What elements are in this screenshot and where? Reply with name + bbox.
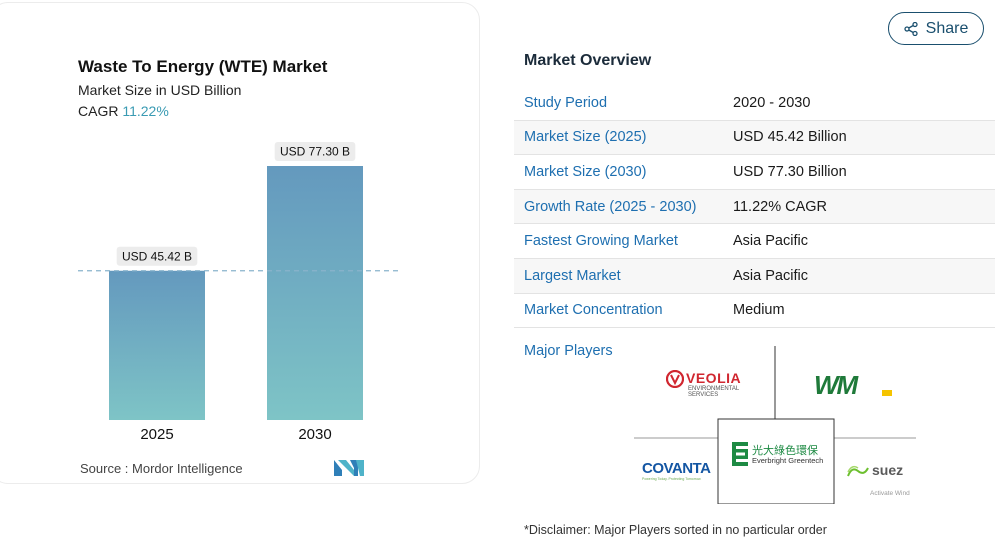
- cagr-label: CAGR: [78, 103, 119, 119]
- overview-row: Market Concentration Medium: [514, 294, 995, 329]
- bar-2030[interactable]: [267, 166, 363, 420]
- bar-2025[interactable]: [109, 270, 205, 420]
- wm-logo: WM: [814, 370, 892, 401]
- covanta-name: COVANTA: [642, 460, 711, 477]
- chart-card: [0, 2, 480, 484]
- share-icon: [903, 21, 918, 36]
- overview-row-value: Medium: [733, 302, 785, 319]
- suez-emblem-icon: [847, 465, 869, 477]
- covanta-logo: COVANTA Powering Today. Protecting Tomor…: [642, 460, 722, 481]
- overview-table: Study Period 2020 - 2030 Market Size (2025…: [514, 86, 995, 329]
- x-tick-2025: 2025: [140, 426, 173, 443]
- wm-name: WM: [814, 370, 858, 400]
- wm-accent-icon: [882, 390, 892, 396]
- everbright-sub1: Everbright Greentech: [752, 456, 824, 465]
- overview-row: Largest Market Asia Pacific: [514, 258, 995, 294]
- overview-row: Market Size (2030) USD 77.30 Billion: [514, 155, 995, 190]
- chart-title: Waste To Energy (WTE) Market: [78, 57, 328, 76]
- os-watermark: Activate Wind: [870, 490, 910, 497]
- chart-subtitle: Market Size in USD Billion: [78, 82, 242, 98]
- overview-row-label[interactable]: Market Concentration: [524, 302, 663, 319]
- everbright-emblem-icon: [732, 442, 748, 466]
- overview-row: Study Period 2020 - 2030: [514, 86, 995, 121]
- data-label-bg-2030: [274, 142, 356, 161]
- veolia-sub2: SERVICES: [688, 392, 719, 398]
- overview-row: Market Size (2025) USD 45.42 Billion: [514, 120, 995, 156]
- overview-row-label[interactable]: Largest Market: [524, 267, 621, 284]
- overview-row-label[interactable]: Growth Rate (2025 - 2030): [524, 198, 697, 215]
- bar-chart: USD 45.42 B 2025 USD 77.30 B 2030: [78, 142, 398, 443]
- overview-row-value: USD 77.30 Billion: [733, 163, 847, 180]
- overview-row-label[interactable]: Fastest Growing Market: [524, 233, 678, 250]
- overview-row-value: 2020 - 2030: [733, 94, 811, 111]
- overview-row-value: 11.22% CAGR: [733, 198, 828, 215]
- major-players-grid: VEOLIA ENVIRONMENTAL SERVICES WM 光大綠色環保 …: [634, 346, 916, 504]
- data-label-bg-2025: [116, 246, 198, 266]
- overview-row-value: USD 45.42 Billion: [733, 129, 847, 146]
- veolia-name: VEOLIA: [686, 370, 742, 386]
- share-button[interactable]: Share: [888, 12, 984, 45]
- overview-row: Growth Rate (2025 - 2030) 11.22% CAGR: [514, 189, 995, 225]
- major-players-label: Major Players: [524, 343, 613, 359]
- cagr-value: 11.22%: [122, 103, 169, 119]
- overview-row-label[interactable]: Market Size (2030): [524, 163, 647, 180]
- disclaimer: *Disclaimer: Major Players sorted in no …: [524, 523, 827, 537]
- overview-row: Fastest Growing Market Asia Pacific: [514, 224, 995, 259]
- covanta-tagline: Powering Today. Protecting Tomorrow.: [642, 477, 702, 481]
- overview-title: Market Overview: [524, 52, 652, 69]
- share-label: Share: [925, 19, 969, 37]
- data-label-2030: USD 77.30 B: [280, 145, 350, 159]
- chart-cagr: CAGR 11.22%: [78, 103, 169, 119]
- overview-row-value: Asia Pacific: [733, 267, 808, 284]
- overview-row-label[interactable]: Market Size (2025): [524, 129, 647, 146]
- x-tick-2030: 2030: [298, 426, 331, 443]
- everbright-name: 光大綠色環保: [752, 444, 818, 457]
- overview-row-value: Asia Pacific: [733, 233, 808, 250]
- suez-name: suez: [872, 462, 904, 478]
- overview-row-label[interactable]: Study Period: [524, 94, 608, 111]
- veolia-emblem-icon: [666, 370, 684, 388]
- data-label-2025: USD 45.42 B: [122, 249, 192, 263]
- veolia-sub1: ENVIRONMENTAL: [688, 386, 740, 392]
- chart-source: Source : Mordor Intelligence: [80, 461, 243, 476]
- mordor-intelligence-logo: [334, 460, 364, 476]
